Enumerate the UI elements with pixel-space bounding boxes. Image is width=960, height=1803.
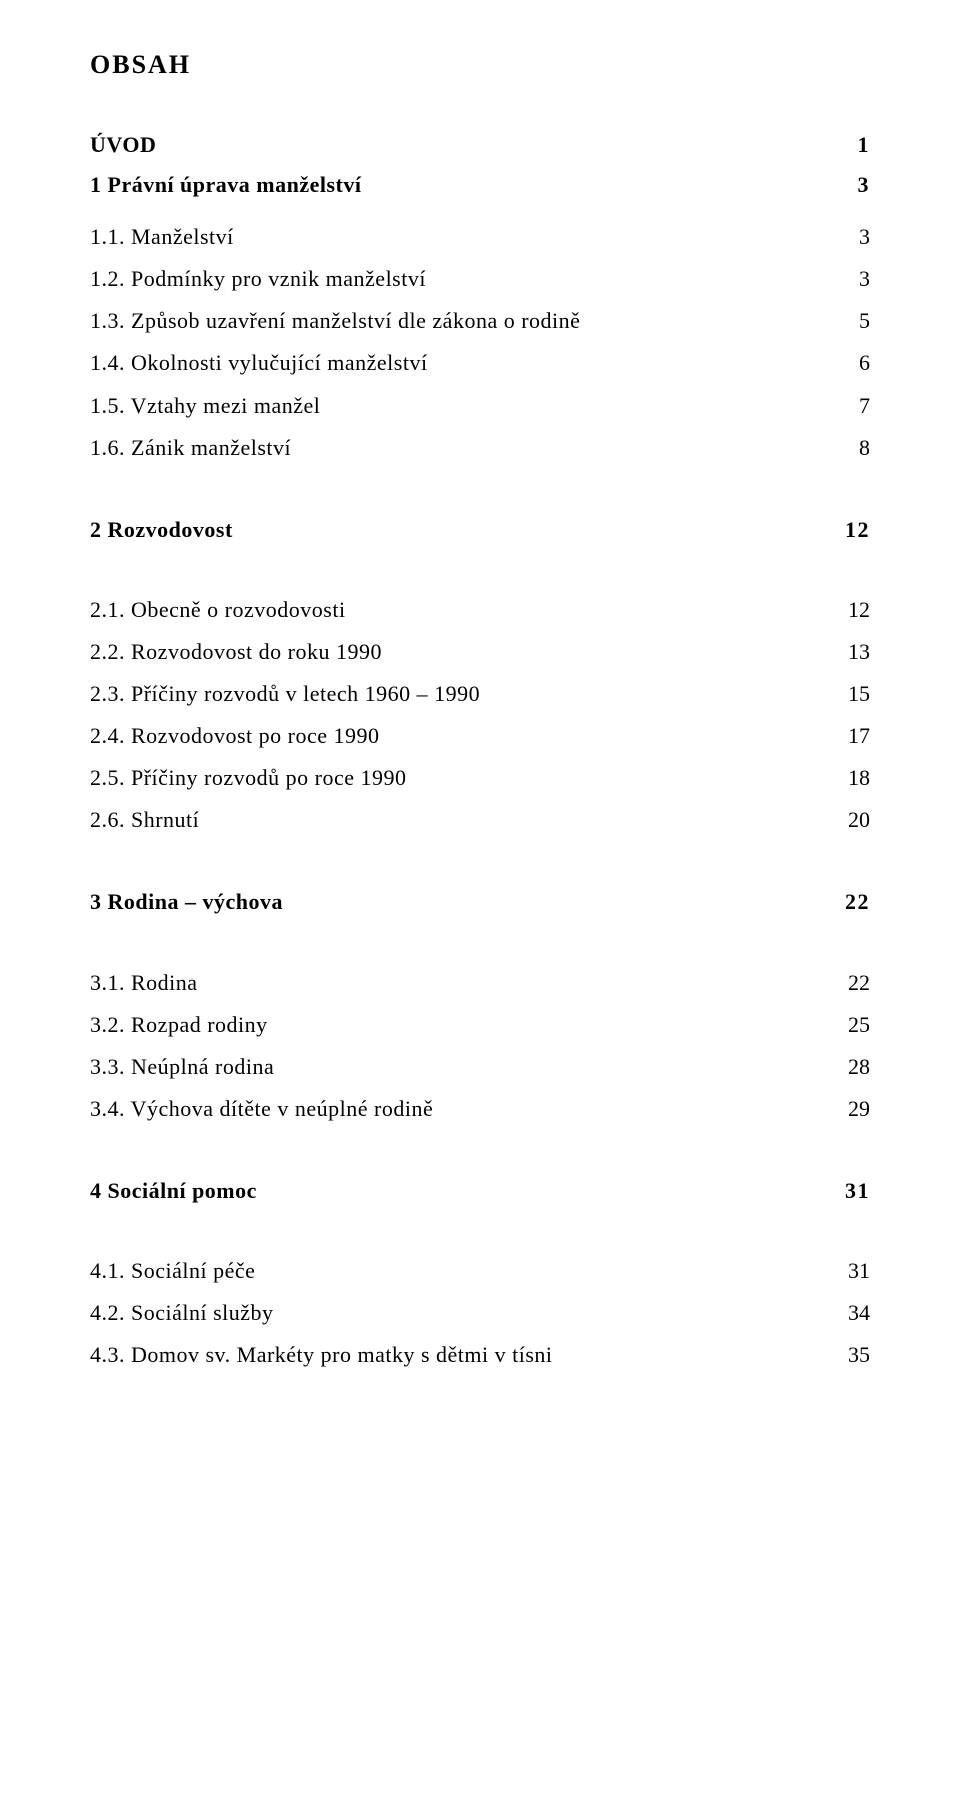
spacer [90, 1134, 870, 1174]
toc-entry: 1.4. Okolnosti vylučující manželství 6 [90, 346, 870, 380]
toc-label: ÚVOD [90, 128, 830, 162]
toc-page: 20 [830, 803, 870, 837]
toc-label: 4.2. Sociální služby [90, 1296, 830, 1330]
toc-page: 18 [830, 761, 870, 795]
toc-page: 3 [830, 168, 870, 202]
spacer [90, 208, 870, 220]
toc-label: 2.4. Rozvodovost po roce 1990 [90, 719, 830, 753]
toc-page: 12 [830, 593, 870, 627]
toc-entry: 3.4. Výchova dítěte v neúplné rodině 29 [90, 1092, 870, 1126]
toc-chapter-1: 1 Právní úprava manželství 3 [90, 168, 870, 202]
toc-label: 3.2. Rozpad rodiny [90, 1008, 830, 1042]
toc-entry: 1.1. Manželství 3 [90, 220, 870, 254]
toc-chapter-3: 3 Rodina – výchova 22 [90, 885, 870, 919]
toc-label: 2.6. Shrnutí [90, 803, 830, 837]
toc-entry: 4.2. Sociální služby 34 [90, 1296, 870, 1330]
spacer [90, 553, 870, 593]
toc-entry: 1.2. Podmínky pro vznik manželství 3 [90, 262, 870, 296]
toc-page: 29 [830, 1092, 870, 1126]
toc-label: 2.2. Rozvodovost do roku 1990 [90, 635, 830, 669]
toc-page: 12 [830, 513, 870, 547]
toc-page: 3 [830, 220, 870, 254]
toc-page: 22 [830, 885, 870, 919]
toc-page: 17 [830, 719, 870, 753]
toc-label: 4.1. Sociální péče [90, 1254, 830, 1288]
toc-page: 15 [830, 677, 870, 711]
toc-page: 35 [830, 1338, 870, 1372]
spacer [90, 926, 870, 966]
toc-label: 3 Rodina – výchova [90, 885, 830, 919]
toc-label: 1.4. Okolnosti vylučující manželství [90, 346, 830, 380]
toc-label: 1.1. Manželství [90, 220, 830, 254]
toc-label: 4 Sociální pomoc [90, 1174, 830, 1208]
toc-entry: 1.3. Způsob uzavření manželství dle záko… [90, 304, 870, 338]
toc-entry: 3.3. Neúplná rodina 28 [90, 1050, 870, 1084]
toc-entry-uvod: ÚVOD 1 [90, 128, 870, 162]
toc-title: OBSAH [90, 50, 870, 80]
toc-label: 2 Rozvodovost [90, 513, 830, 547]
toc-label: 3.4. Výchova dítěte v neúplné rodině [90, 1092, 830, 1126]
toc-page: 1 [830, 128, 870, 162]
toc-page: 6 [830, 346, 870, 380]
toc-label: 2.1. Obecně o rozvodovosti [90, 593, 830, 627]
toc-page: 3 [830, 262, 870, 296]
toc-entry: 2.1. Obecně o rozvodovosti 12 [90, 593, 870, 627]
toc-label: 4.3. Domov sv. Markéty pro matky s dětmi… [90, 1338, 830, 1372]
spacer [90, 1214, 870, 1254]
toc-chapter-4: 4 Sociální pomoc 31 [90, 1174, 870, 1208]
toc-label: 2.3. Příčiny rozvodů v letech 1960 – 199… [90, 677, 830, 711]
toc-page: 22 [830, 966, 870, 1000]
spacer [90, 845, 870, 885]
toc-chapter-2: 2 Rozvodovost 12 [90, 513, 870, 547]
toc-label: 1.2. Podmínky pro vznik manželství [90, 262, 830, 296]
toc-label: 1.6. Zánik manželství [90, 431, 830, 465]
toc-entry: 4.3. Domov sv. Markéty pro matky s dětmi… [90, 1338, 870, 1372]
toc-label: 3.1. Rodina [90, 966, 830, 1000]
toc-page: 31 [830, 1174, 870, 1208]
toc-entry: 3.2. Rozpad rodiny 25 [90, 1008, 870, 1042]
toc-label: 2.5. Příčiny rozvodů po roce 1990 [90, 761, 830, 795]
toc-entry: 2.6. Shrnutí 20 [90, 803, 870, 837]
toc-page: 13 [830, 635, 870, 669]
toc-page: 7 [830, 389, 870, 423]
toc-label: 1.5. Vztahy mezi manžel [90, 389, 830, 423]
toc-page: 8 [830, 431, 870, 465]
toc-entry: 1.5. Vztahy mezi manžel 7 [90, 389, 870, 423]
toc-label: 1 Právní úprava manželství [90, 168, 830, 202]
toc-label: 3.3. Neúplná rodina [90, 1050, 830, 1084]
toc-entry: 2.2. Rozvodovost do roku 1990 13 [90, 635, 870, 669]
toc-entry: 2.3. Příčiny rozvodů v letech 1960 – 199… [90, 677, 870, 711]
toc-entry: 4.1. Sociální péče 31 [90, 1254, 870, 1288]
toc-entry: 1.6. Zánik manželství 8 [90, 431, 870, 465]
toc-entry: 2.5. Příčiny rozvodů po roce 1990 18 [90, 761, 870, 795]
toc-label: 1.3. Způsob uzavření manželství dle záko… [90, 304, 830, 338]
toc-page: 28 [830, 1050, 870, 1084]
spacer [90, 473, 870, 513]
toc-page: 25 [830, 1008, 870, 1042]
toc-page: 5 [830, 304, 870, 338]
toc-entry: 2.4. Rozvodovost po roce 1990 17 [90, 719, 870, 753]
toc-page: 31 [830, 1254, 870, 1288]
toc-entry: 3.1. Rodina 22 [90, 966, 870, 1000]
toc-page: 34 [830, 1296, 870, 1330]
